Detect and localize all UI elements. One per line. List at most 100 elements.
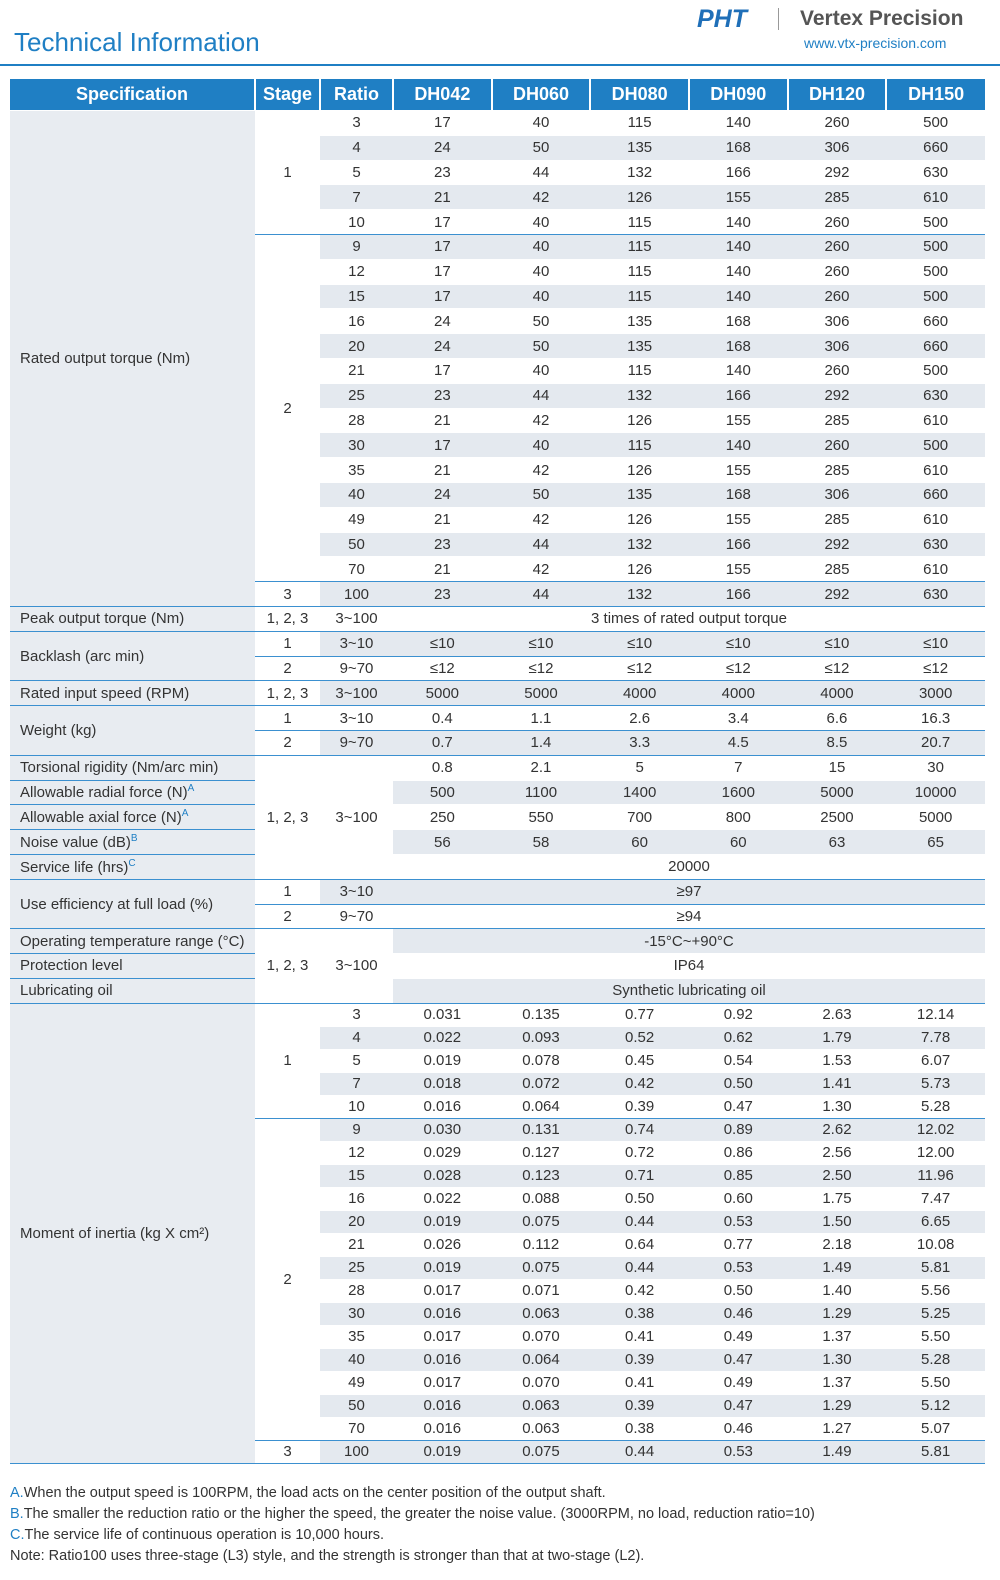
- spec-cell: Torsional rigidity (Nm/arc min): [10, 754, 255, 781]
- cell: 0.7: [393, 729, 492, 756]
- row: 12 17 40 115 140 260 500: [10, 258, 985, 285]
- cell: 2.62: [787, 1117, 887, 1142]
- ratio-cell: 35: [320, 1324, 393, 1349]
- ratio-cell: 50: [320, 531, 393, 557]
- cell: 0.016: [393, 1301, 492, 1326]
- cell: 17: [393, 283, 492, 309]
- cell: 50: [491, 134, 591, 161]
- column-header: Ratio: [319, 79, 393, 111]
- cell: 250: [393, 804, 492, 830]
- cell: 132: [590, 382, 689, 409]
- cell: 0.016: [393, 1094, 492, 1119]
- cell: 168: [688, 333, 788, 359]
- cell: 1600: [688, 779, 788, 805]
- cell: ≤10: [886, 630, 985, 657]
- row: Rated output torque (Nm) 1 3 17 40 115 140 260 5…: [10, 110, 985, 607]
- ratio-cell: 50: [320, 1393, 393, 1418]
- ratio-cell: 16: [320, 1186, 393, 1211]
- cell: 1100: [491, 779, 591, 805]
- cell: 0.85: [688, 1163, 788, 1188]
- table-body: Rated output torque (Nm) 1 3 17 40 115 140 260 5…: [10, 110, 985, 1464]
- cell: 1.53: [787, 1048, 887, 1073]
- cell: 610: [886, 184, 985, 210]
- row: Moment of inertia (kg X cm²) 1 3 0.031 0.135…: [10, 1002, 985, 1464]
- ratio-cell: 30: [320, 432, 393, 458]
- cell: 1.79: [787, 1025, 887, 1050]
- row: 40 24 50 135 168 306 660: [10, 481, 985, 508]
- row: 5 23 44 132 166 292 630: [10, 159, 985, 185]
- cell: 0.38: [590, 1416, 689, 1441]
- cell: ≤12: [393, 655, 492, 682]
- cell: 140: [688, 110, 788, 136]
- cell: 306: [787, 308, 887, 334]
- ratio-cell: 10: [320, 1094, 393, 1119]
- cell: ≥97: [393, 878, 985, 905]
- cell: 155: [688, 506, 788, 533]
- ratio-cell: 25: [320, 382, 393, 409]
- spec-table: Specification Stage Ratio DH042 DH060 DH080 DH…: [10, 79, 985, 1464]
- spec-label: Operating temperature range (°C): [20, 932, 245, 950]
- cell: 0.74: [590, 1117, 689, 1142]
- ratio-cell: 12: [320, 1140, 393, 1165]
- cell: 140: [688, 258, 788, 285]
- cell: 0.71: [590, 1163, 689, 1188]
- cell: 23: [393, 531, 492, 557]
- cell: 0.77: [688, 1232, 788, 1257]
- spec-label: Lubricating oil: [20, 982, 113, 1000]
- cell: 260: [787, 110, 887, 136]
- row: 16 0.022 0.088 0.50 0.60 1.75 7.47: [10, 1186, 985, 1211]
- cell: 40: [491, 233, 591, 260]
- column-header: DH120: [786, 79, 887, 111]
- row: 20 0.019 0.075 0.44 0.53 1.50 6.65: [10, 1209, 985, 1234]
- cell: 0.127: [491, 1140, 591, 1165]
- cell: 0.071: [491, 1278, 591, 1303]
- ratio-cell: 3: [320, 1002, 393, 1027]
- cell: 42: [491, 184, 591, 210]
- ratio-cell: 9~70: [320, 729, 393, 756]
- cell: 17: [393, 209, 492, 235]
- cell: 166: [688, 159, 788, 185]
- stage-cell: 1, 2, 3: [255, 754, 320, 880]
- cell: 500: [886, 110, 985, 136]
- cell: 15: [787, 754, 887, 781]
- cell: 42: [491, 556, 591, 583]
- cell: 2.56: [787, 1140, 887, 1165]
- cell: 115: [590, 432, 689, 458]
- row: Peak output torque (Nm) 1, 2, 3 3~100 3 tim…: [10, 605, 985, 632]
- cell: 260: [787, 233, 887, 260]
- ratio-cell: 70: [320, 556, 393, 583]
- cell: 292: [787, 382, 887, 409]
- cell: 0.50: [590, 1186, 689, 1211]
- cell: 40: [491, 432, 591, 458]
- row: Backlash (arc min) 1 3~10 ≤10 ≤10 ≤10 ≤10 ≤10 ≤1…: [10, 630, 985, 682]
- cell: 0.131: [491, 1117, 591, 1142]
- stage-cell: 1: [255, 1002, 320, 1119]
- note-marker: B: [130, 833, 138, 844]
- header-row: Specification Stage Ratio DH042 DH060 DH080 DH…: [10, 79, 985, 111]
- ratio-cell: 3: [320, 110, 393, 136]
- row: 12 0.029 0.127 0.72 0.86 2.56 12.00: [10, 1140, 985, 1165]
- footnote: B.The smaller the reduction ratio or the…: [10, 1504, 815, 1525]
- logo: PHT: [697, 5, 747, 33]
- spec-cell: Peak output torque (Nm): [10, 605, 255, 632]
- ratio-cell: 15: [320, 283, 393, 309]
- spec-cell: Backlash (arc min): [10, 630, 255, 682]
- cell: 1.30: [787, 1094, 887, 1119]
- cell: 630: [886, 159, 985, 185]
- column-header: DH060: [490, 79, 591, 111]
- cell: 5.73: [886, 1071, 985, 1096]
- cell: 58: [491, 829, 591, 855]
- cell: 115: [590, 357, 689, 384]
- spec-label: Allowable axial force (N): [20, 809, 182, 827]
- cell: 132: [590, 581, 689, 607]
- cell: 6.65: [886, 1209, 985, 1234]
- column-header: DH080: [589, 79, 689, 111]
- cell: 8.5: [787, 729, 887, 756]
- cell: 0.075: [491, 1439, 591, 1464]
- cell: 0.47: [688, 1393, 788, 1418]
- cell: 0.031: [393, 1002, 492, 1027]
- cell: 0.017: [393, 1370, 492, 1395]
- row: Use efficiency at full load (%) 1 3~10 ≥97: [10, 878, 985, 930]
- cell: 115: [590, 233, 689, 260]
